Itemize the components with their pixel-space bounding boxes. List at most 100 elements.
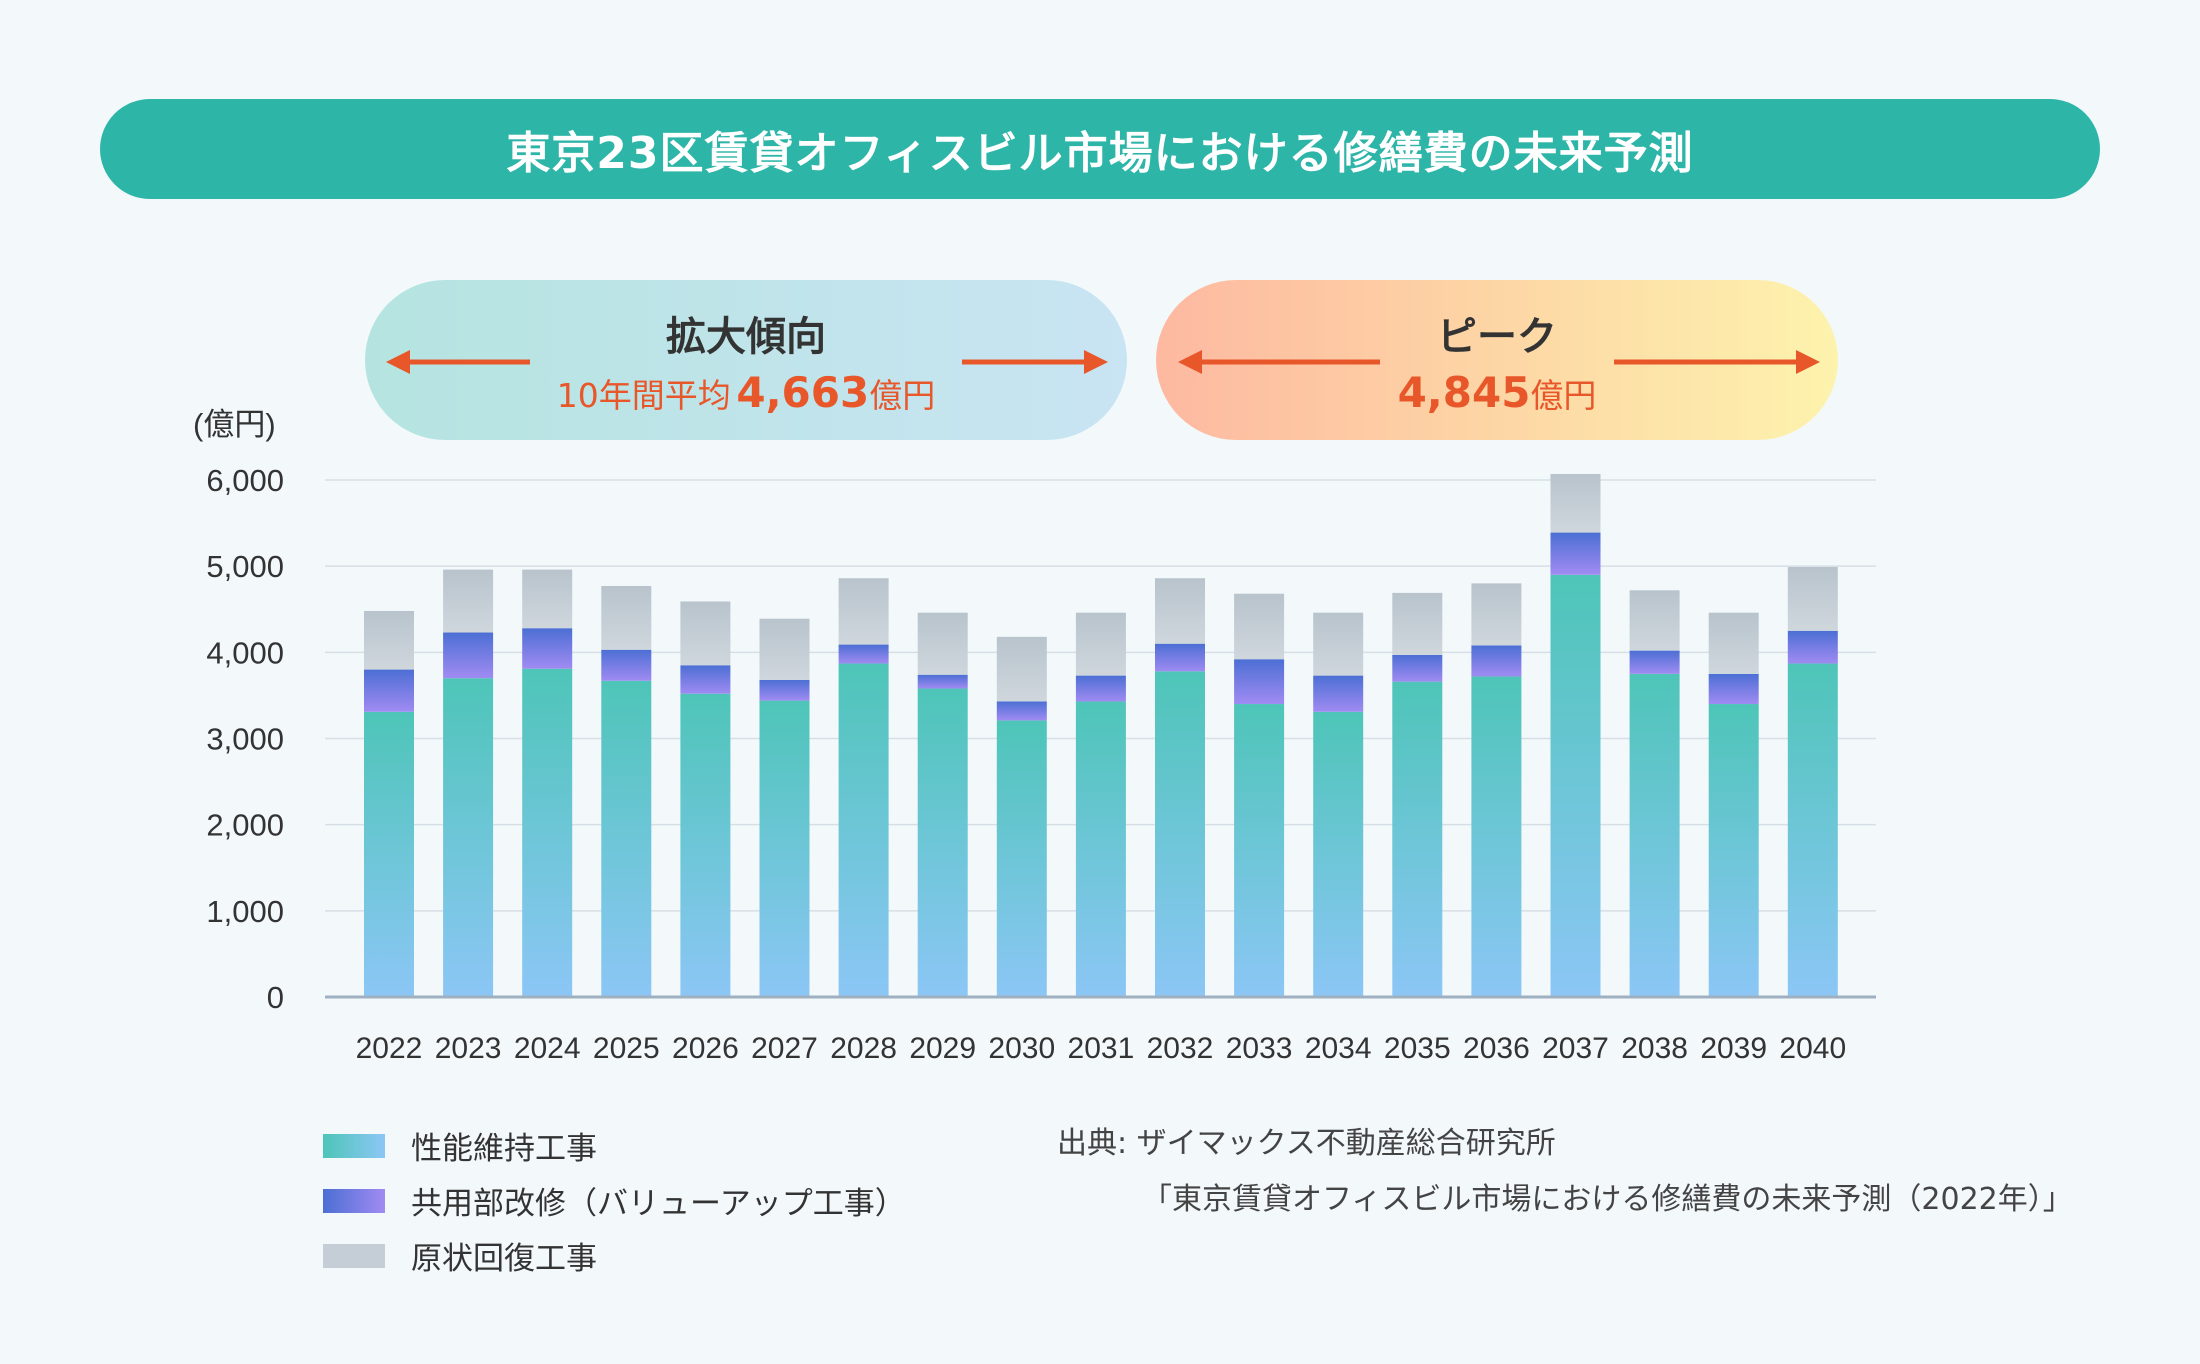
legend: 性能維持工事 共用部改修（バリューアップ工事） 原状回復工事	[323, 1118, 906, 1283]
bar-maintenance	[680, 693, 731, 997]
bar-restoration	[1155, 578, 1205, 644]
bar-maintenance	[1471, 676, 1522, 997]
average-value: 4,663	[736, 368, 870, 417]
bar-restoration	[522, 569, 573, 629]
bar-renovation	[1075, 675, 1126, 702]
bar-maintenance	[996, 720, 1047, 997]
x-tick-label: 2039	[1700, 1032, 1767, 1065]
y-axis-unit-label: (億円)	[193, 407, 276, 442]
left-arrow-icon	[1178, 350, 1380, 374]
bar-maintenance	[838, 663, 889, 997]
bar-maintenance	[1155, 671, 1205, 997]
restoration-swatch-icon	[323, 1243, 385, 1268]
bar-renovation	[759, 679, 810, 701]
bar-maintenance	[1313, 711, 1364, 997]
renovation-swatch-icon	[323, 1188, 385, 1213]
bar-maintenance	[1787, 663, 1838, 997]
y-tick-label: 0	[267, 980, 284, 1015]
bar-maintenance	[759, 700, 810, 997]
bar-renovation	[1787, 630, 1838, 664]
x-tick-label: 2037	[1542, 1032, 1609, 1065]
bar-restoration	[1392, 592, 1443, 655]
chart-title: 東京23区賃貸オフィスビル市場における修繕費の未来予測	[100, 99, 2100, 199]
x-tick-label: 2038	[1621, 1032, 1688, 1065]
bar-maintenance	[1075, 701, 1126, 997]
bar-restoration	[1234, 593, 1285, 660]
bar-restoration	[1629, 590, 1680, 651]
bar-restoration	[838, 578, 889, 645]
peak-heading: ピーク	[1437, 314, 1557, 360]
x-tick-label: 2022	[356, 1032, 423, 1065]
stacked-bar-chart: (億円) 0 1,000 2,000 3,000 4,000 5,000 6,000 202…	[193, 407, 1876, 1065]
x-tick-label: 2029	[909, 1032, 976, 1065]
bar-renovation	[996, 701, 1047, 721]
bar-renovation	[1392, 654, 1443, 682]
bar-maintenance	[1392, 681, 1443, 997]
bar-restoration	[1075, 612, 1126, 676]
bar-renovation	[1550, 532, 1601, 575]
bar-restoration	[364, 610, 414, 670]
bar-renovation	[443, 632, 494, 679]
x-tick-label: 2034	[1305, 1032, 1372, 1065]
bar-maintenance	[1629, 673, 1680, 997]
legend-item-maintenance: 性能維持工事	[323, 1118, 906, 1173]
bar-maintenance	[1708, 704, 1759, 997]
range-arrows	[386, 350, 1820, 374]
peak-value: 4,845	[1397, 368, 1531, 417]
legend-item-renovation: 共用部改修（バリューアップ工事）	[323, 1173, 906, 1228]
bar-renovation	[680, 665, 731, 694]
right-arrow-icon	[1614, 350, 1820, 374]
x-tick-label: 2026	[672, 1032, 739, 1065]
x-tick-label: 2040	[1779, 1032, 1846, 1065]
legend-item-restoration: 原状回復工事	[323, 1228, 906, 1283]
left-arrow-icon	[386, 350, 530, 374]
bar-maintenance	[364, 711, 414, 997]
y-tick-label: 5,000	[206, 549, 284, 584]
x-tick-label: 2031	[1068, 1032, 1135, 1065]
bar-restoration	[1787, 567, 1838, 631]
bar-restoration	[1313, 612, 1364, 676]
bar-renovation	[1708, 673, 1759, 705]
legend-label: 性能維持工事	[411, 1131, 597, 1167]
average-label: 10年間平均	[556, 376, 731, 415]
right-arrow-icon	[962, 350, 1108, 374]
bar-renovation	[1234, 659, 1285, 705]
bar-renovation	[917, 674, 968, 689]
y-tick-label: 2,000	[206, 808, 284, 843]
x-tick-label: 2024	[514, 1032, 581, 1065]
y-tick-label: 1,000	[206, 894, 284, 929]
bar-restoration	[917, 612, 968, 675]
bars	[325, 473, 1876, 999]
bar-maintenance	[1550, 574, 1601, 997]
bar-maintenance	[917, 688, 968, 997]
average-unit: 億円	[869, 376, 936, 415]
bar-restoration	[759, 618, 810, 680]
bar-restoration	[601, 585, 652, 650]
bar-restoration	[1550, 473, 1601, 533]
bar-restoration	[1708, 612, 1759, 674]
bar-maintenance	[1234, 704, 1285, 997]
x-tick-label: 2030	[988, 1032, 1055, 1065]
x-tick-label: 2036	[1463, 1032, 1530, 1065]
y-axis-ticks: 0 1,000 2,000 3,000 4,000 5,000 6,000	[206, 463, 284, 1015]
legend-label: 原状回復工事	[411, 1241, 597, 1277]
x-tick-label: 2028	[830, 1032, 897, 1065]
y-tick-label: 3,000	[206, 722, 284, 757]
peak-unit: 億円	[1530, 376, 1597, 415]
bar-restoration	[680, 601, 731, 666]
growth-trend-heading: 拡大傾向	[666, 314, 826, 360]
x-tick-label: 2023	[435, 1032, 502, 1065]
bar-renovation	[1471, 645, 1522, 677]
source-line-1: 出典: ザイマックス不動産総合研究所	[1057, 1126, 1556, 1161]
source-line-2: 「東京賃貸オフィスビル市場における修繕費の未来予測（2022年）」	[1142, 1182, 2073, 1217]
x-axis-ticks: 2022 2023 2024 2025 2026 2027 2028 2029 2030 2031…	[356, 1032, 1847, 1065]
bar-renovation	[1629, 650, 1680, 674]
x-tick-label: 2027	[751, 1032, 818, 1065]
source-citation: 出典: ザイマックス不動産総合研究所 「東京賃貸オフィスビル市場における修繕費の…	[1057, 1116, 2073, 1228]
maintenance-swatch-icon	[323, 1133, 385, 1158]
bar-renovation	[601, 649, 652, 681]
growth-trend-average: 10年間平均 4,663億円	[365, 368, 1127, 417]
bar-renovation	[838, 644, 889, 664]
bar-restoration	[443, 569, 494, 633]
x-tick-label: 2035	[1384, 1032, 1451, 1065]
